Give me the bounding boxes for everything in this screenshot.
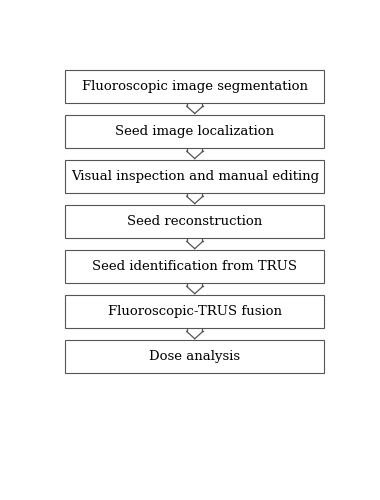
Bar (65, 295, 324, 328)
Text: Visual inspection and manual editing: Visual inspection and manual editing (71, 170, 319, 183)
Text: Seed image localization: Seed image localization (115, 125, 274, 138)
Text: Seed identification from TRUS: Seed identification from TRUS (92, 260, 297, 273)
Text: Fluoroscopic image segmentation: Fluoroscopic image segmentation (82, 80, 308, 93)
Bar (65, 205, 324, 238)
Text: Fluoroscopic-TRUS fusion: Fluoroscopic-TRUS fusion (108, 305, 282, 318)
Bar (65, 250, 324, 284)
Bar (65, 114, 324, 148)
Bar (65, 70, 324, 103)
Bar (65, 340, 324, 374)
Text: Dose analysis: Dose analysis (149, 350, 240, 363)
Bar (65, 160, 324, 193)
Text: Seed reconstruction: Seed reconstruction (127, 215, 262, 228)
